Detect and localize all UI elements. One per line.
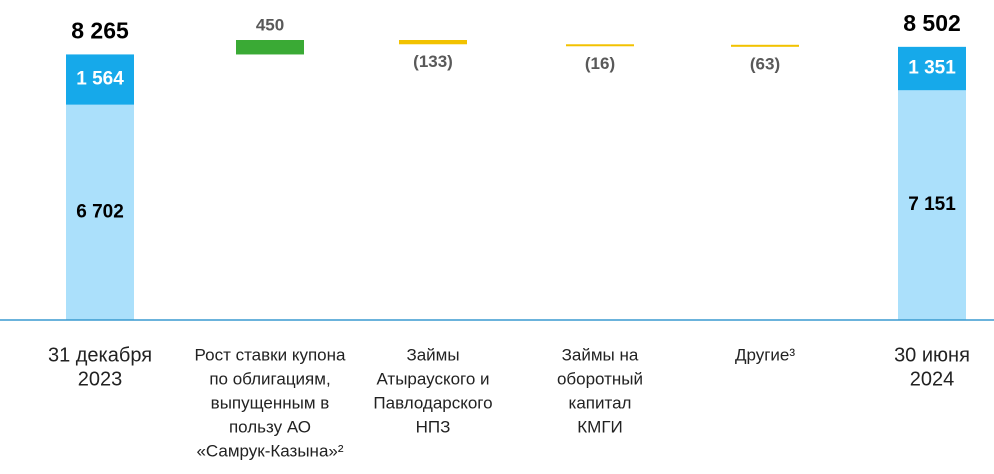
category-label: КМГИ [577,417,623,436]
segment-label: 1 351 [908,58,956,79]
category-label: Займы [406,345,459,364]
category-label: капитал [569,393,632,412]
category-label: Займы на [562,345,639,364]
category-label: НПЗ [416,417,451,436]
category-label: 2023 [78,368,123,390]
change-bar [731,44,799,47]
category-label: пользу АО [229,417,311,436]
change-bar [236,40,304,55]
category-label: Атырауского и [376,369,489,388]
bar-segment [898,90,966,320]
category-label: выпущенным в [211,393,330,412]
category-label: «Самрук-Казына»² [196,441,343,460]
total-label: 8 502 [903,10,961,36]
category-label: 30 июня [894,344,970,366]
category-label: по облигациям, [209,369,330,388]
category-label: Павлодарского [373,393,492,412]
change-bar [399,40,467,45]
change-label: (133) [413,52,453,71]
change-label: (63) [750,54,780,73]
change-bar [566,44,634,47]
bar-segment [66,54,134,105]
segment-label: 7 151 [908,194,956,215]
category-label: Другие³ [735,345,795,364]
segment-label: 6 702 [76,201,124,222]
segment-label: 1 564 [76,69,124,90]
total-label: 8 265 [71,18,129,44]
bar-segment [66,104,134,320]
category-label: 2024 [910,368,955,390]
category-label: оборотный [557,369,643,388]
bar-segment [898,46,966,91]
category-label: Рост ставки купона [195,345,346,364]
change-label: (16) [585,54,615,73]
category-label: 31 декабря [48,344,152,366]
change-label: 450 [256,15,284,34]
